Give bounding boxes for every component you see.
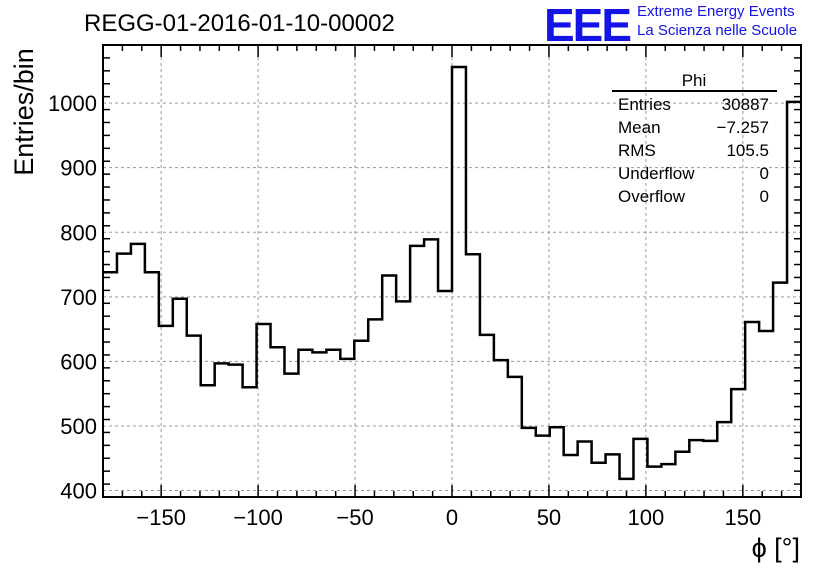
stats-row-label: RMS	[618, 141, 656, 160]
stats-row-label: Entries	[618, 95, 671, 114]
x-tick-label: −50	[336, 505, 373, 530]
y-tick-label: 600	[60, 349, 97, 374]
stats-row-value: 0	[760, 164, 769, 183]
stats-row-label: Overflow	[618, 187, 686, 206]
y-tick-label: 500	[60, 414, 97, 439]
x-tick-label: −100	[233, 505, 283, 530]
stats-box-name: Phi	[682, 71, 707, 90]
chart-title: REGG-01-2016-01-10-00002	[84, 10, 395, 37]
stats-box: Phi Entries 30887 Mean −7.257 RMS 105.5 Underf…	[612, 71, 777, 206]
stats-rows: Entries 30887 Mean −7.257 RMS 105.5 Underflow 0…	[618, 95, 769, 206]
y-tick-label: 900	[60, 156, 97, 181]
y-axis-title: Entries/bin	[9, 48, 39, 176]
logo-caption-line2: La Scienza nelle Scuole	[637, 22, 798, 39]
logo-caption-line1: Extreme Energy Events	[637, 3, 795, 20]
y-tick-label: 800	[60, 220, 97, 245]
stats-row-value: −7.257	[717, 118, 769, 137]
y-tick-label: 700	[60, 285, 97, 310]
y-tick-label: 1000	[48, 91, 97, 116]
stats-row-label: Mean	[618, 118, 661, 137]
x-tick-label: −150	[136, 505, 186, 530]
histogram-outline	[103, 65, 801, 481]
stats-row-value: 105.5	[726, 141, 769, 160]
x-tick-label: 50	[537, 505, 561, 530]
x-axis-title: ϕ [°]	[752, 533, 800, 563]
x-tick-label: 150	[724, 505, 761, 530]
x-tick-label: 0	[446, 505, 458, 530]
y-axis-ticks: 400 500 600 700 800 900 1000	[48, 44, 801, 504]
stats-row-value: 0	[760, 187, 769, 206]
stats-row-label: Underflow	[618, 164, 695, 183]
x-tick-label: 100	[628, 505, 665, 530]
y-tick-label: 400	[60, 479, 97, 504]
stats-row-value: 30887	[722, 95, 769, 114]
eee-logo: EEE	[544, 0, 632, 51]
x-axis-ticks: −150 −100 −50 0 50 100 150	[102, 45, 802, 530]
